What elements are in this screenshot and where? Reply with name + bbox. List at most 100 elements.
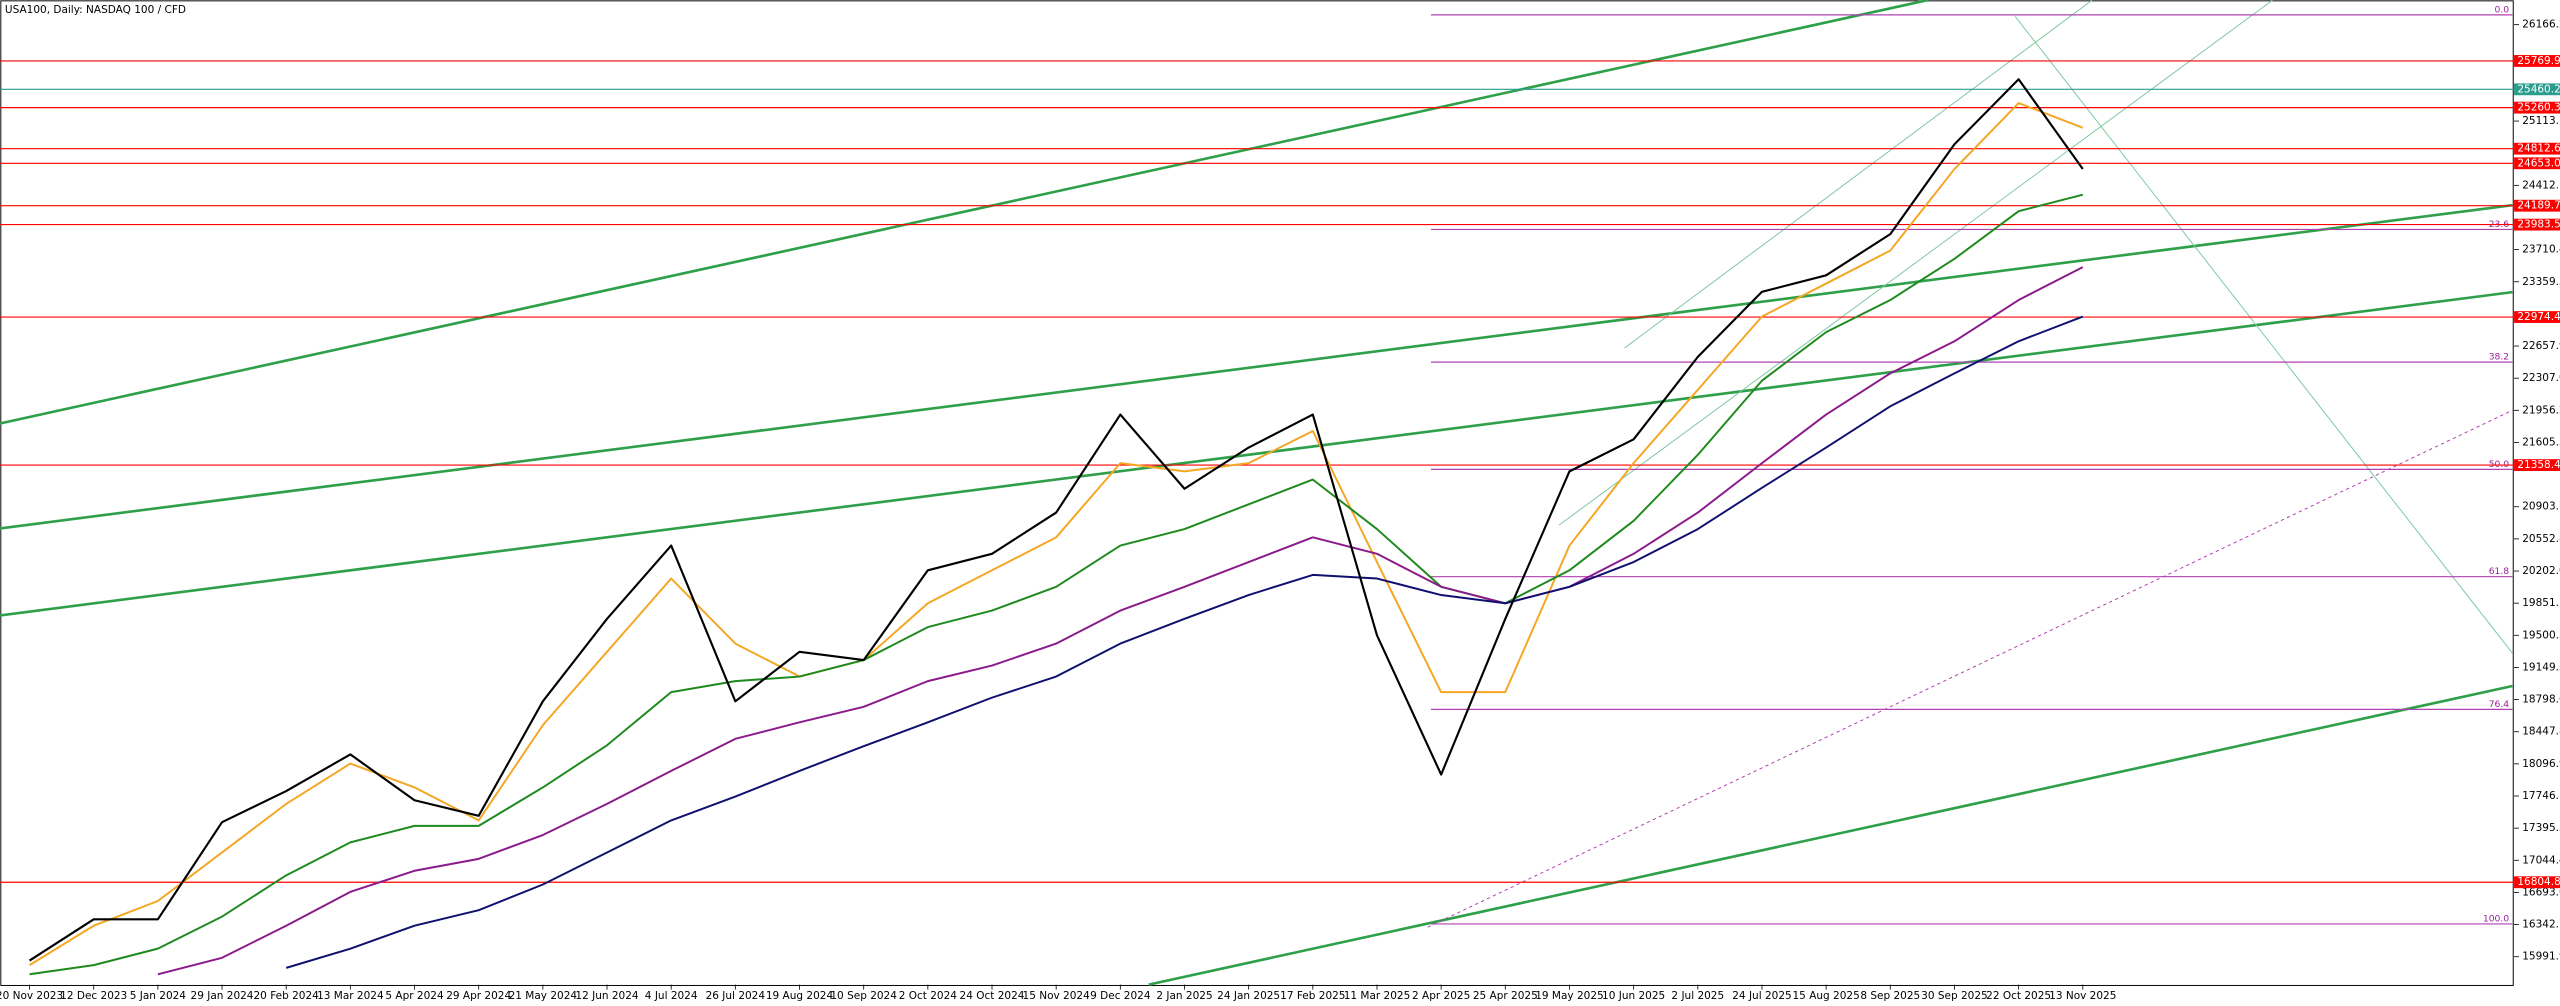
price-level-label: 24812.6 <box>2517 143 2560 155</box>
price-level-label: 24189.79 <box>2517 200 2560 212</box>
price-level-label: 23983.53 <box>2517 219 2560 231</box>
y-tick-label: 17746.15 <box>2522 790 2560 802</box>
fib-label: 76.4 <box>2489 699 2510 710</box>
y-tick-label: 26166.21 <box>2522 19 2560 31</box>
y-tick-label: 22307.07 <box>2522 372 2560 384</box>
x-tick-label: 9 Dec 2024 <box>1090 990 1151 1002</box>
price-level-tag <box>2514 218 2560 231</box>
x-tick-label: 22 Oct 2025 <box>1986 990 2051 1002</box>
trend-lines <box>0 0 2513 986</box>
y-tick-label: 21605.39 <box>2522 436 2560 448</box>
y-tick-label: 21956.23 <box>2522 404 2560 416</box>
x-tick-label: 12 Jun 2024 <box>575 990 638 1002</box>
x-tick-label: 20 Nov 2023 <box>0 990 63 1002</box>
x-tick-label: 15 Nov 2024 <box>1023 990 1091 1002</box>
series-line <box>29 102 2084 966</box>
y-tick-label: 18096.99 <box>2522 758 2560 770</box>
price-level-tag <box>2514 101 2560 114</box>
y-tick-label: 25113.79 <box>2522 115 2560 127</box>
price-level-tag <box>2514 459 2560 471</box>
y-tick-label: 17044.47 <box>2522 854 2560 866</box>
fib-label: 38.2 <box>2489 352 2509 363</box>
channel-line <box>2014 16 2513 654</box>
price-level-tag <box>2514 55 2560 67</box>
x-tick-label: 2 Oct 2024 <box>899 990 958 1002</box>
y-tick-label: 23710.43 <box>2522 244 2560 256</box>
price-level-label: 25460.25 <box>2517 83 2560 95</box>
x-tick-label: 13 Nov 2025 <box>2049 990 2116 1002</box>
price-level-tag <box>2514 876 2560 889</box>
x-tick-label: 19 Aug 2024 <box>766 990 834 1002</box>
x-tick-label: 17 Feb 2025 <box>1280 990 1345 1002</box>
price-level-tag <box>2514 199 2560 212</box>
x-tick-label: 2 Jul 2025 <box>1671 990 1724 1002</box>
price-level-tag <box>2514 142 2560 155</box>
x-tick-label: 26 Jul 2024 <box>706 990 766 1002</box>
x-tick-label: 25 Apr 2025 <box>1473 990 1538 1002</box>
fib-label: 61.8 <box>2489 566 2510 577</box>
price-level-label: 25260.35 <box>2517 102 2560 114</box>
y-tick-label: 23359.59 <box>2522 276 2560 288</box>
y-tick-label: 19500.35 <box>2522 629 2560 641</box>
price-level-label: 21358.4 <box>2517 459 2560 471</box>
x-tick-label: 5 Jan 2024 <box>130 990 187 1002</box>
y-tick-label: 20202.03 <box>2522 565 2560 577</box>
x-tick-label: 13 Mar 2024 <box>317 990 384 1002</box>
x-tick-label: 12 Dec 2023 <box>60 990 127 1002</box>
price-level-label: 24653.07 <box>2517 157 2560 169</box>
channel-line <box>1558 0 2274 526</box>
series-line <box>28 78 2084 962</box>
channel-line <box>1624 0 2093 349</box>
price-level-tag <box>2514 157 2560 170</box>
x-tick-label: 5 Apr 2024 <box>385 990 444 1002</box>
fib-label: 0.0 <box>2495 4 2510 15</box>
fib-label: 50.0 <box>2489 459 2510 470</box>
y-tick-label: 17395.31 <box>2522 822 2560 834</box>
price-level-label: 16804.8 <box>2517 876 2560 888</box>
x-tick-label: 15 Aug 2025 <box>1793 990 1860 1002</box>
series-line <box>285 315 2084 969</box>
trend-line <box>0 203 2513 530</box>
x-tick-label: 4 Jul 2024 <box>645 990 698 1002</box>
y-tick-label: 22657.91 <box>2522 340 2560 352</box>
x-tick-label: 24 Jan 2025 <box>1217 990 1280 1002</box>
y-tick-label: 24412.11 <box>2522 179 2560 191</box>
y-tick-label: 15991.95 <box>2522 951 2560 963</box>
x-tick-label: 2 Apr 2025 <box>1412 990 1470 1002</box>
x-tick-label: 24 Jul 2025 <box>1732 990 1791 1002</box>
series-line <box>29 193 2084 976</box>
price-level-tag <box>2514 311 2560 323</box>
x-tick-label: 20 Feb 2024 <box>254 990 320 1002</box>
x-tick-label: 2 Jan 2025 <box>1156 990 1212 1002</box>
plot-frame <box>0 0 2514 986</box>
x-tick-label: 10 Jun 2025 <box>1602 990 1665 1002</box>
y-tick-label: 16693.63 <box>2522 886 2560 898</box>
y-tick-label: 16342.79 <box>2522 919 2560 931</box>
x-tick-label: 29 Apr 2024 <box>446 990 511 1002</box>
x-tick-label: 10 Sep 2024 <box>830 990 897 1002</box>
x-tick-label: 29 Jan 2024 <box>191 990 254 1002</box>
x-tick-label: 24 Oct 2024 <box>960 990 1025 1002</box>
x-tick-label: 21 May 2024 <box>509 990 578 1002</box>
trend-line <box>1148 684 2513 986</box>
y-tick-label: 18798.67 <box>2522 694 2560 706</box>
price-level-label: 22974.44 <box>2517 311 2560 323</box>
price-level-label: 25769.91 <box>2517 55 2560 67</box>
series-line <box>157 266 2084 976</box>
chart-title: USA100, Daily: NASDAQ 100 / CFD <box>5 4 186 16</box>
price-level-tag <box>2514 83 2560 96</box>
trend-line <box>0 0 1929 425</box>
y-tick-label: 19851.19 <box>2522 597 2560 609</box>
trend-line <box>0 290 2513 617</box>
y-tick-label: 19149.51 <box>2522 661 2560 673</box>
y-tick-label: 20903.71 <box>2522 501 2560 513</box>
x-tick-label: 11 Mar 2025 <box>1344 990 1411 1002</box>
y-tick-label: 20552.87 <box>2522 533 2560 545</box>
x-tick-label: 8 Sep 2025 <box>1860 990 1920 1002</box>
fib-label: 100.0 <box>2483 913 2509 924</box>
x-tick-label: 19 May 2025 <box>1535 990 1603 1002</box>
x-tick-label: 30 Sep 2025 <box>1921 990 1988 1002</box>
y-tick-label: 18447.83 <box>2522 726 2560 738</box>
